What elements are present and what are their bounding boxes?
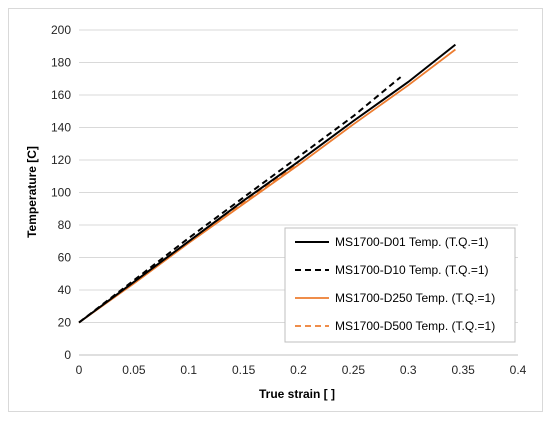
x-axis-title: True strain [ ] xyxy=(259,387,335,401)
y-tick-label: 100 xyxy=(51,186,71,200)
legend-label-4: MS1700-D500 Temp. (T.Q.=1) xyxy=(335,319,495,333)
series-line-3 xyxy=(78,48,456,324)
x-tick-label: 0.1 xyxy=(180,363,197,377)
y-tick-label: 160 xyxy=(51,88,71,102)
x-tick-label: 0.25 xyxy=(342,363,366,377)
y-tick-labels: 0 20 40 60 80 100 120 140 160 180 200 xyxy=(51,23,71,362)
y-tick-label: 20 xyxy=(58,316,72,330)
series-line-1 xyxy=(78,43,457,324)
x-tick-label: 0.35 xyxy=(451,363,475,377)
legend-label-3: MS1700-D250 Temp. (T.Q.=1) xyxy=(335,291,495,305)
legend-label-1: MS1700-D01 Temp. (T.Q.=1) xyxy=(335,235,489,249)
x-tick-label: 0.4 xyxy=(510,363,527,377)
y-axis-title: Temperature [C] xyxy=(25,146,39,238)
series-lines xyxy=(78,43,457,324)
x-tick-label: 0 xyxy=(76,363,83,377)
y-tick-label: 40 xyxy=(58,283,72,297)
legend: MS1700-D01 Temp. (T.Q.=1) MS1700-D10 Temp… xyxy=(284,227,516,343)
chart-frame xyxy=(8,8,543,412)
y-tick-label: 80 xyxy=(58,218,72,232)
legend-label-2: MS1700-D10 Temp. (T.Q.=1) xyxy=(335,263,489,277)
y-tick-label: 180 xyxy=(51,56,71,70)
y-tick-label: 120 xyxy=(51,153,71,167)
x-tick-label: 0.3 xyxy=(400,363,417,377)
x-tick-label: 0.2 xyxy=(290,363,307,377)
x-tick-labels: 0 0.05 0.1 0.15 0.2 0.25 0.3 0.35 0.4 xyxy=(76,363,527,377)
y-tick-label: 0 xyxy=(64,348,71,362)
x-tick-label: 0.15 xyxy=(232,363,256,377)
y-tick-label: 60 xyxy=(58,251,72,265)
legend-box xyxy=(284,227,516,343)
series-line-2 xyxy=(78,76,402,324)
x-tick-label: 0.05 xyxy=(122,363,146,377)
y-tick-label: 200 xyxy=(51,23,71,37)
y-tick-label: 140 xyxy=(51,121,71,135)
